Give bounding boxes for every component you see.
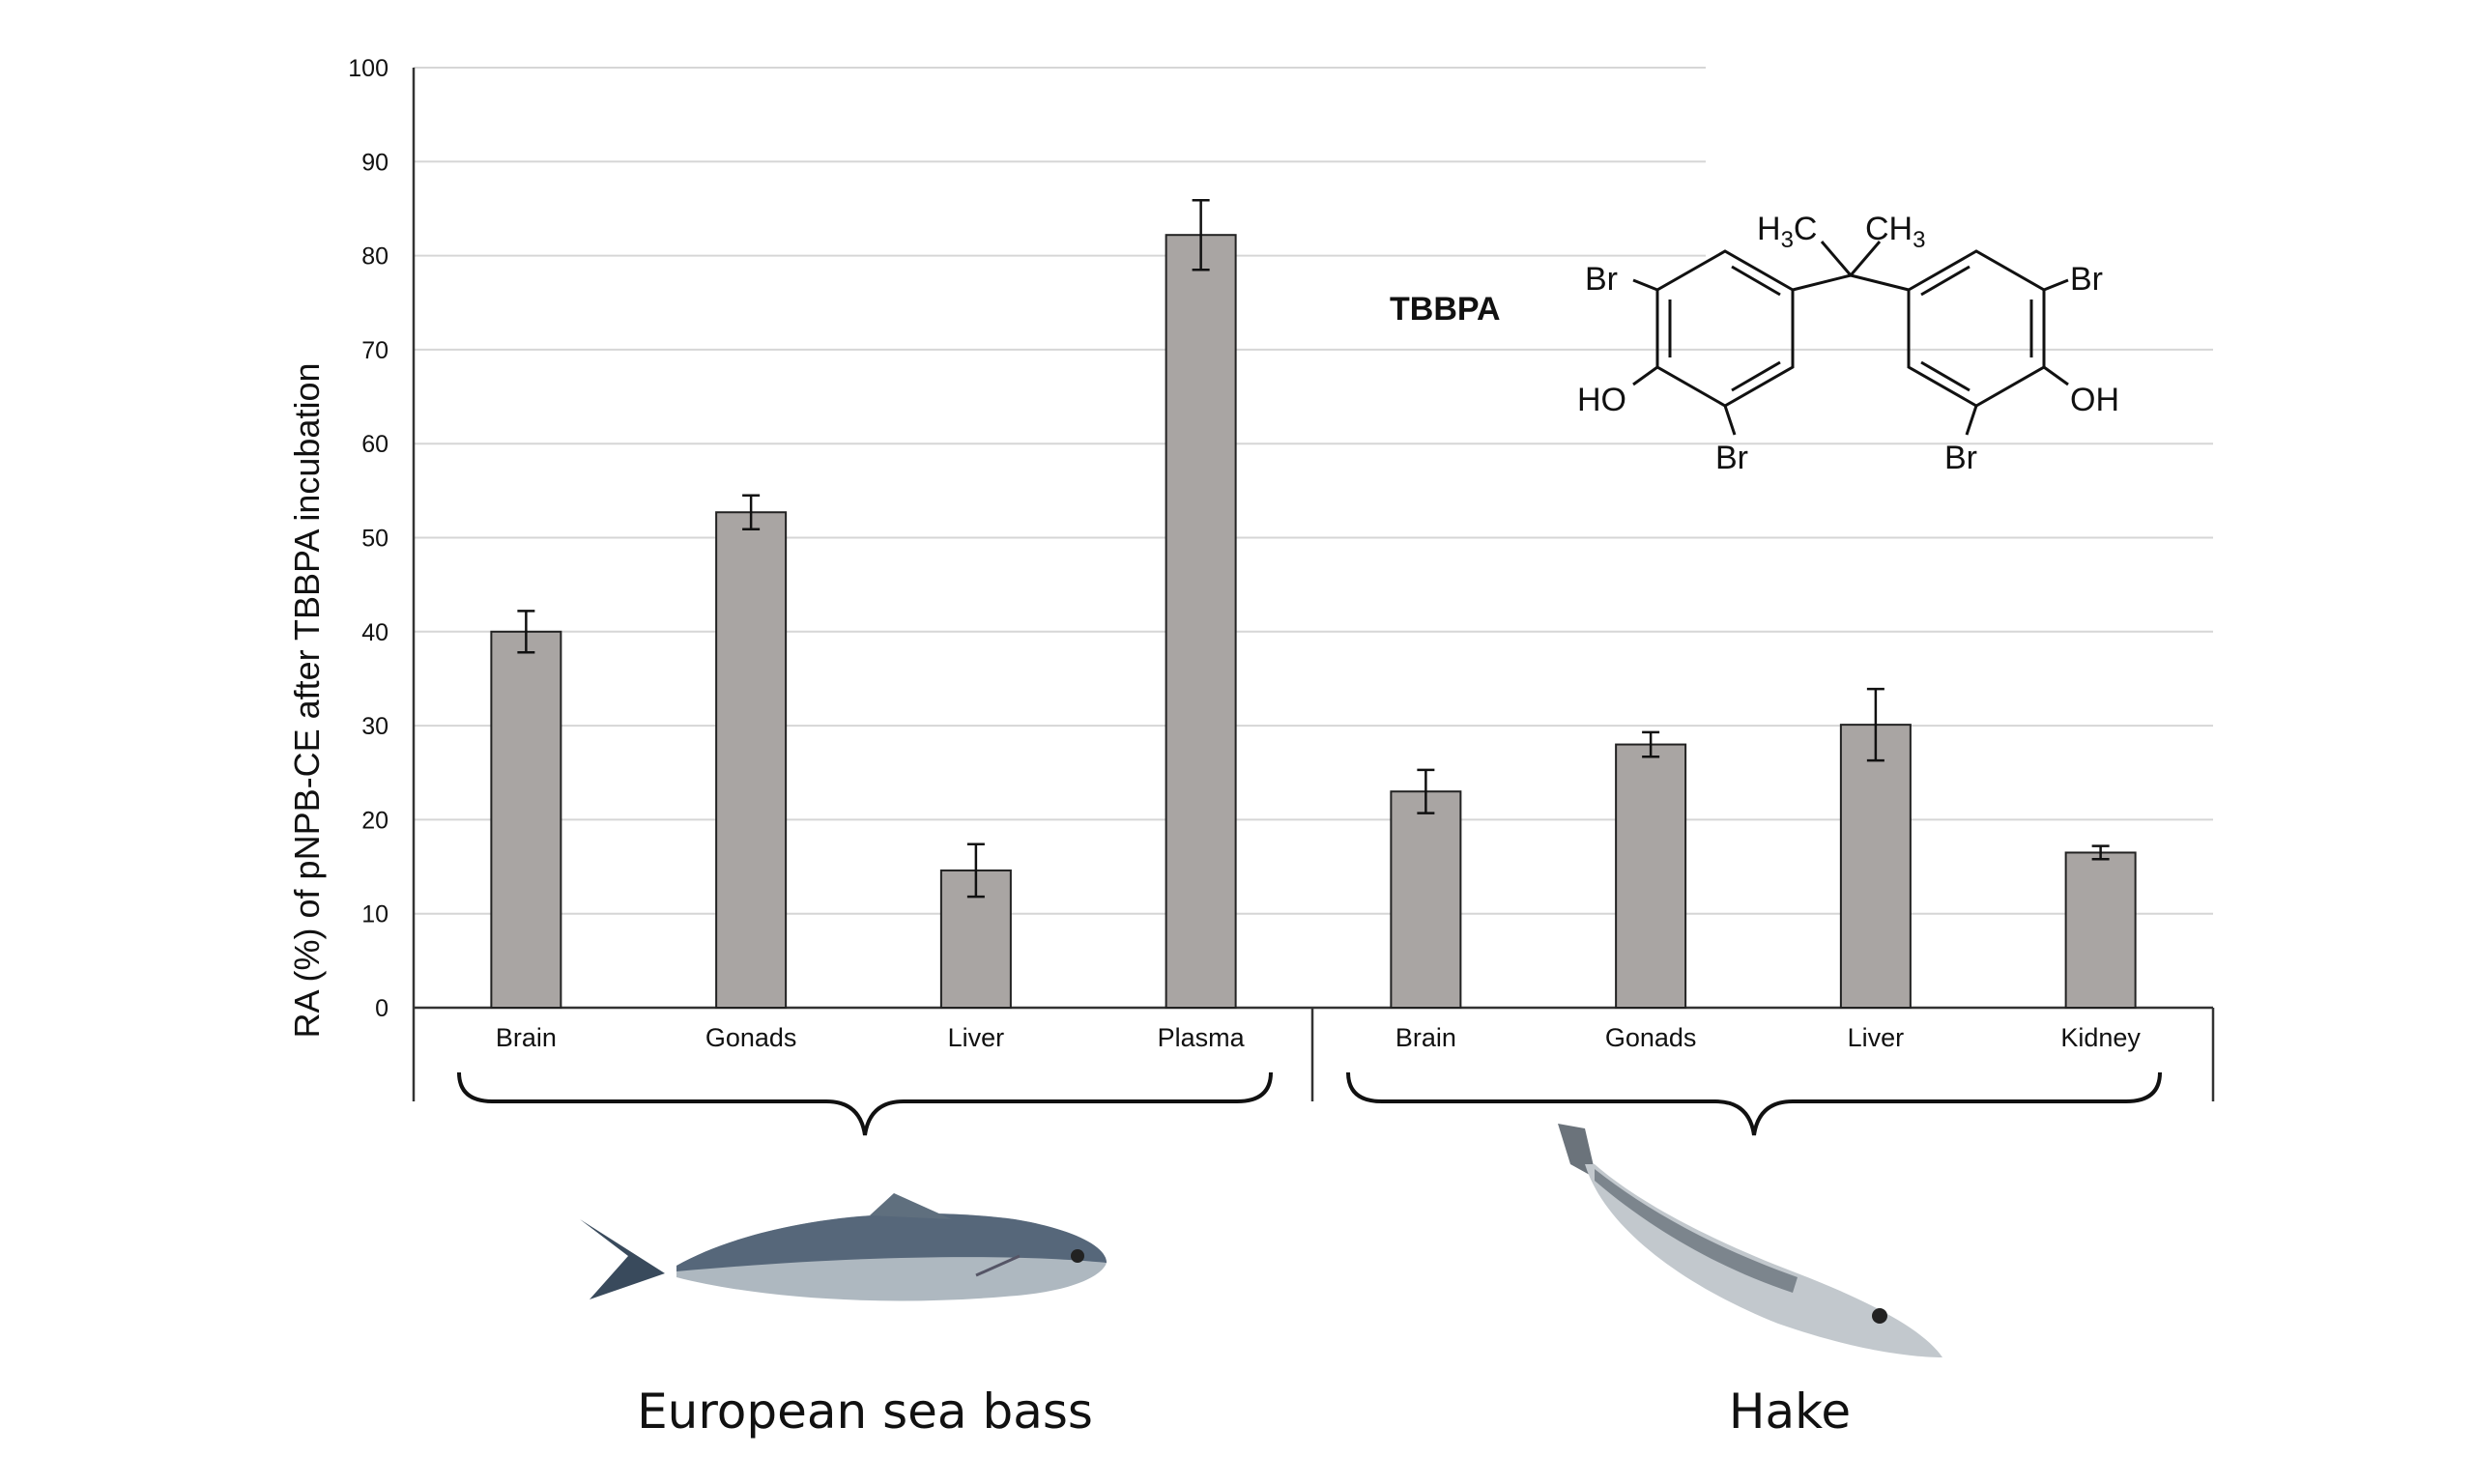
bond (1820, 241, 1853, 276)
tbbpa-structure: TBBPA Br HO Br Br OH Br H3C CH3 (1390, 211, 2119, 476)
bond (1632, 365, 1658, 386)
right-ring (1907, 249, 2046, 408)
y-tick-label: 80 (361, 243, 388, 271)
atom-br: Br (1585, 261, 1618, 298)
bond (1723, 405, 1737, 436)
y-tick-label: 10 (361, 901, 388, 928)
category-label: Gonads (1605, 1023, 1697, 1052)
hake-brace (1346, 1071, 2162, 1136)
hake-label: Hake (1729, 1384, 1851, 1440)
left-ring-double-bond (1731, 265, 1781, 297)
y-tick-label: 30 (361, 713, 388, 740)
y-tick-label: 60 (361, 431, 388, 458)
gridlines (414, 67, 2213, 915)
bar (2064, 851, 2137, 1010)
bond (1965, 405, 1978, 436)
y-tick-label: 20 (361, 807, 388, 834)
axes (412, 68, 2215, 1101)
bond (1792, 273, 1852, 292)
bars (490, 198, 2137, 1010)
atom-oh: OH (2070, 382, 2119, 418)
y-tick-label: 40 (361, 619, 388, 646)
atom-br: Br (1715, 440, 1748, 476)
right-ring-double-bond (1920, 265, 1971, 297)
atom-br: Br (2070, 261, 2103, 298)
category-label: Kidney (2060, 1023, 2141, 1052)
bond (1632, 278, 1658, 292)
category-label: Brain (496, 1023, 557, 1052)
category-label: Liver (1848, 1023, 1905, 1052)
bond (2043, 278, 2069, 292)
bar (715, 511, 788, 1009)
sea-bass-brace (457, 1071, 1273, 1136)
bar (1165, 234, 1237, 1010)
labels: 0 10 20 30 40 50 60 70 80 90 100 Brain Gonads Liver Pl… (348, 55, 2141, 1052)
right-ring-double-bond (1920, 360, 1971, 392)
tbbpa-label: TBBPA (1390, 291, 1501, 328)
sea-bass-label: European sea bass (637, 1384, 1093, 1440)
atom-br: Br (1944, 440, 1977, 476)
left-ring-double-bond (1731, 360, 1781, 392)
atom-ho: HO (1577, 382, 1626, 418)
bar (1839, 724, 1912, 1009)
category-label: Plasma (1158, 1023, 1246, 1052)
bond (1850, 273, 1910, 292)
methyl-h3c: H3C (1757, 211, 1817, 253)
y-axis-label: RA (%) of pNPB-CE after TBBPA incubation (287, 363, 327, 1039)
y-tick-label: 70 (361, 337, 388, 364)
category-label: Gonads (705, 1023, 797, 1052)
y-tick-label: 100 (348, 55, 388, 82)
bar (1615, 743, 1687, 1009)
bond (2043, 365, 2069, 386)
sea-bass-image (580, 1193, 1107, 1301)
methyl-ch3: CH3 (1865, 211, 1925, 253)
bond (1849, 241, 1882, 276)
category-label: Brain (1395, 1023, 1456, 1052)
y-tick-label: 90 (361, 149, 388, 176)
category-label: Liver (948, 1023, 1005, 1052)
y-tick-label: 0 (375, 995, 388, 1022)
hake-image (1558, 1124, 1942, 1357)
y-tick-label: 50 (361, 526, 388, 553)
bar (490, 630, 562, 1009)
left-ring (1655, 249, 1795, 408)
bar (1390, 790, 1462, 1010)
